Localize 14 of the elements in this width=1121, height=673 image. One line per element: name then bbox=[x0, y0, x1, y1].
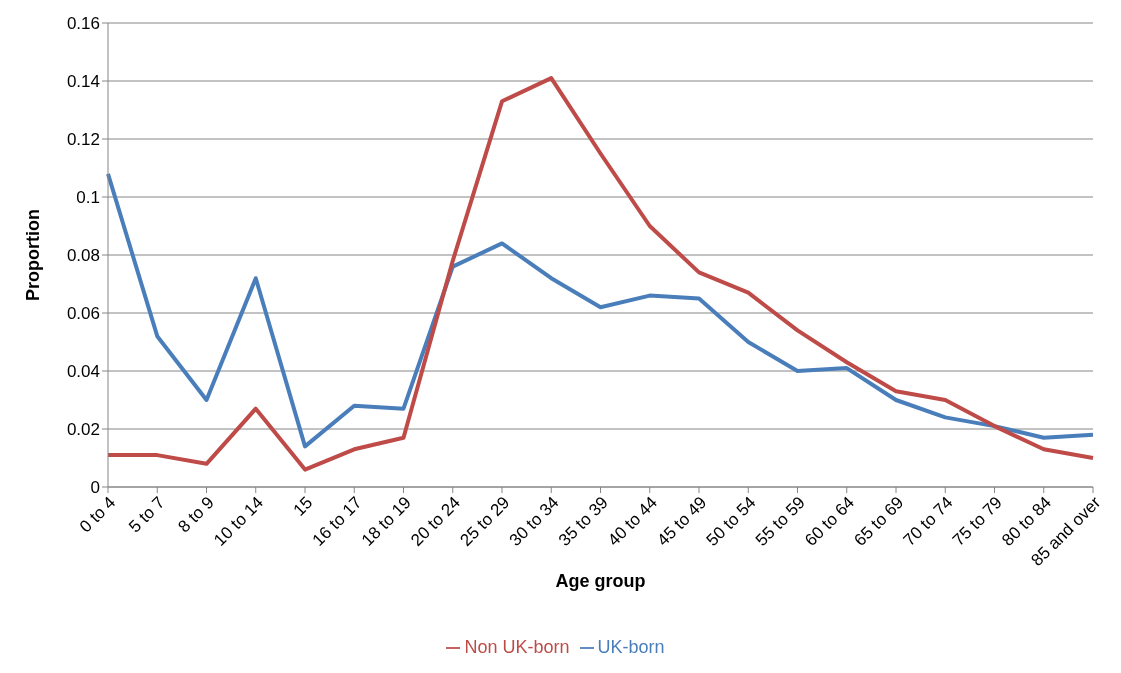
legend-label: UK-born bbox=[597, 637, 665, 657]
legend-label: Non UK-born bbox=[464, 637, 570, 657]
x-axis-title: Age group bbox=[555, 571, 646, 591]
y-tick-label: 0.1 bbox=[76, 188, 100, 208]
y-axis-title: Proportion bbox=[23, 209, 44, 301]
y-tick-label: 0.06 bbox=[66, 304, 100, 324]
y-tick-label: 0.12 bbox=[66, 130, 100, 150]
y-tick-label: 0.02 bbox=[66, 420, 100, 440]
x-tick-label: 5 to 7 bbox=[125, 492, 169, 537]
y-tick-label: 0.04 bbox=[66, 362, 100, 382]
y-tick-label: 0.16 bbox=[66, 14, 100, 34]
x-tick-label: 15 bbox=[289, 492, 317, 520]
y-tick-label: 0.08 bbox=[66, 246, 100, 266]
y-tick-label: 0.14 bbox=[66, 72, 100, 92]
